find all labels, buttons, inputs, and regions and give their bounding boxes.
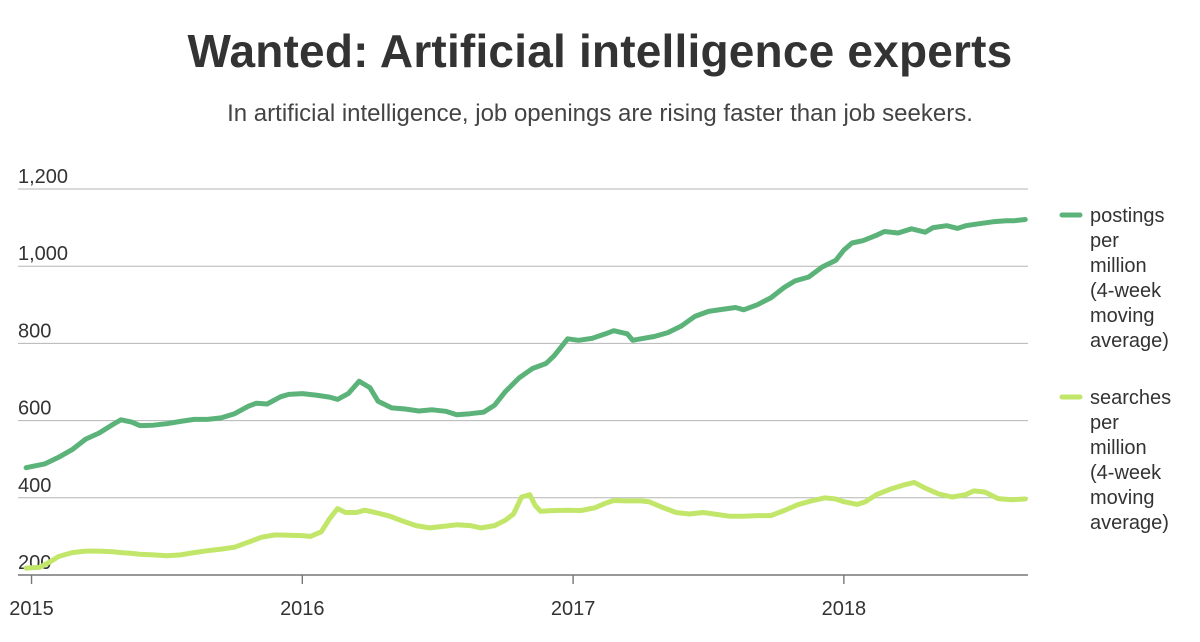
chart-title: Wanted: Artificial intelligence experts: [187, 25, 1013, 77]
legend-label-searches: searches: [1090, 387, 1171, 409]
legend-label-postings: million: [1090, 255, 1147, 277]
legend-label-searches: million: [1090, 437, 1147, 459]
legend-label-postings: per: [1090, 230, 1119, 252]
legend-label-postings: moving: [1090, 305, 1154, 327]
gridlines: [18, 188, 1028, 576]
y-tick-label: 1,000: [18, 243, 68, 265]
x-tick-label: 2015: [9, 598, 54, 620]
y-tick-label: 1,200: [18, 166, 68, 188]
y-tick-label: 400: [18, 475, 51, 497]
postings-line: [23, 217, 1028, 471]
legend-label-postings: average): [1090, 330, 1169, 352]
legend-label-searches: moving: [1090, 487, 1154, 509]
y-tick-label: 800: [18, 320, 51, 342]
x-tick-label: 2017: [551, 598, 596, 620]
x-tick-label: 2018: [822, 598, 867, 620]
legend-label-searches: (4-week: [1090, 462, 1162, 484]
series-lines: [23, 217, 1028, 571]
legend-label-postings: postings: [1090, 205, 1165, 227]
legend-label-postings: (4-week: [1090, 280, 1162, 302]
legend-label-searches: average): [1090, 512, 1169, 534]
y-tick-label: 600: [18, 398, 51, 420]
legend-label-searches: per: [1090, 412, 1119, 434]
searches-line: [23, 479, 1028, 571]
chart-subtitle: In artificial intelligence, job openings…: [227, 100, 973, 127]
x-tick-label: 2016: [280, 598, 325, 620]
legend: postings per million (4-week moving average) s…: [1059, 205, 1171, 534]
